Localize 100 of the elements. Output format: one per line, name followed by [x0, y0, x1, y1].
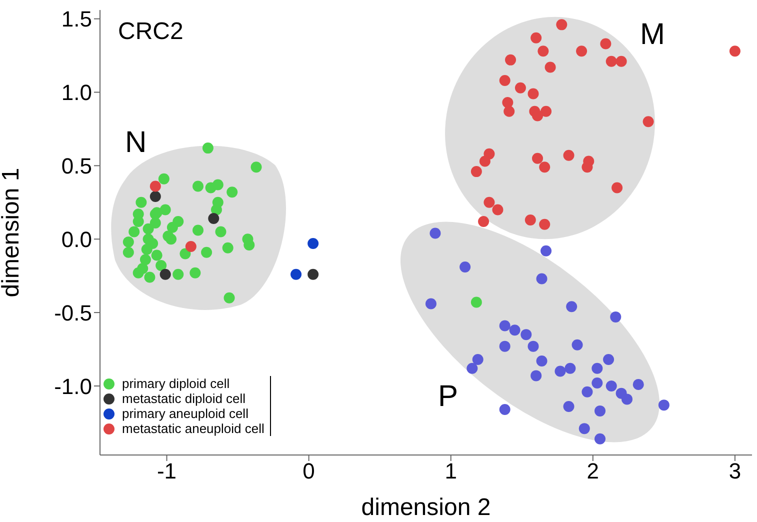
point: [582, 386, 593, 398]
point: [137, 262, 148, 274]
point: [122, 236, 134, 248]
point: [576, 46, 588, 57]
point: [202, 142, 214, 154]
point: [210, 204, 222, 216]
y-tick-label: 0.5: [61, 153, 92, 178]
point: [499, 404, 510, 415]
point: [520, 329, 532, 340]
y-tick-label: 1.0: [61, 80, 92, 106]
point: [594, 405, 606, 416]
legend-label: metastatic diploid cell: [122, 391, 246, 406]
point: [201, 246, 212, 258]
annotation: M: [640, 18, 665, 51]
point: [425, 298, 436, 310]
point: [505, 54, 516, 66]
point: [192, 224, 204, 236]
point: [606, 380, 617, 392]
point: [600, 38, 612, 50]
point: [592, 378, 603, 389]
point: [594, 433, 606, 444]
point: [532, 110, 544, 122]
point: [185, 240, 196, 252]
point: [632, 379, 644, 390]
point: [150, 217, 161, 228]
point: [308, 268, 319, 280]
point: [144, 272, 156, 283]
x-tick-label: 0: [302, 458, 315, 484]
point: [509, 324, 520, 336]
point: [642, 116, 654, 128]
point: [128, 226, 140, 238]
point: [729, 46, 740, 57]
point: [528, 340, 539, 352]
x-tick-label: 2: [586, 458, 600, 484]
point: [504, 106, 515, 117]
point: [466, 362, 478, 374]
point: [460, 262, 471, 273]
point: [603, 354, 614, 366]
point: [212, 179, 224, 190]
point: [192, 180, 204, 192]
point: [612, 182, 623, 194]
point: [290, 268, 302, 280]
y-tick-label: -1.0: [54, 374, 92, 399]
point: [499, 340, 510, 352]
point: [514, 82, 526, 94]
point: [160, 268, 171, 280]
point: [122, 246, 134, 258]
point: [222, 242, 234, 254]
point: [151, 250, 162, 261]
x-tick-label: 3: [728, 458, 742, 484]
point: [564, 362, 576, 374]
point: [610, 311, 622, 322]
x-axis-title: dimension 2: [361, 494, 491, 521]
x-tick-label: -1: [156, 458, 177, 484]
legend-label: primary diploid cell: [122, 376, 230, 391]
point: [554, 366, 566, 377]
point: [156, 260, 167, 272]
point: [430, 228, 441, 239]
point: [470, 296, 482, 308]
x-tick-label: 1: [444, 458, 457, 484]
point: [478, 216, 490, 227]
point: [250, 162, 262, 173]
point: [556, 19, 568, 30]
point: [142, 223, 154, 234]
point: [244, 239, 255, 250]
point: [308, 238, 319, 250]
point: [563, 150, 574, 161]
point: [160, 204, 171, 216]
point: [540, 245, 552, 256]
point: [658, 400, 670, 411]
point: [224, 292, 235, 304]
y-tick-label: 1.5: [61, 6, 92, 32]
point: [470, 166, 482, 178]
point: [540, 106, 552, 117]
point: [578, 423, 590, 434]
point: [166, 234, 177, 245]
point: [524, 214, 536, 226]
point: [180, 248, 191, 260]
point: [484, 196, 495, 208]
point: [502, 97, 514, 108]
point: [499, 74, 510, 86]
point: [172, 268, 184, 280]
point: [563, 401, 574, 412]
annotation: CRC2: [118, 18, 184, 45]
point: [208, 213, 220, 224]
point: [536, 273, 548, 284]
point: [538, 46, 549, 57]
point: [166, 222, 178, 233]
point: [539, 218, 550, 230]
point: [136, 196, 147, 208]
point: [566, 301, 578, 312]
point: [158, 173, 170, 184]
point: [582, 162, 593, 173]
legend-label: metastatic aneuploid cell: [122, 421, 264, 436]
point: [499, 320, 510, 332]
annotation: P: [438, 380, 458, 413]
point: [528, 88, 539, 100]
point: [140, 254, 151, 266]
point: [215, 226, 226, 238]
point: [592, 362, 603, 374]
